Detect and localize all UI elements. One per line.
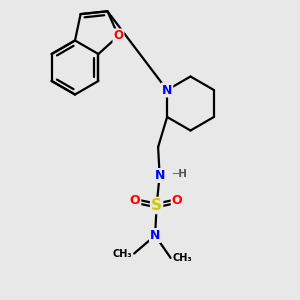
Text: CH₃: CH₃ xyxy=(172,253,192,263)
Text: O: O xyxy=(172,194,182,208)
Text: ─H: ─H xyxy=(172,169,187,179)
Text: CH₃: CH₃ xyxy=(113,249,133,259)
Text: O: O xyxy=(130,194,140,208)
Text: N: N xyxy=(150,229,160,242)
Text: N: N xyxy=(162,83,172,97)
Text: O: O xyxy=(113,29,123,42)
Text: N: N xyxy=(154,169,165,182)
Text: S: S xyxy=(151,198,162,213)
